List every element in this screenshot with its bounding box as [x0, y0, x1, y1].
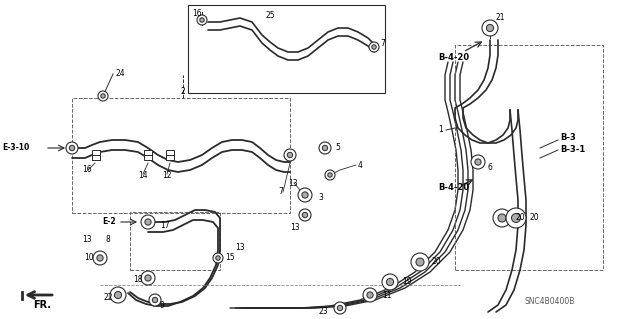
Text: 25: 25 — [265, 11, 275, 20]
Text: 1: 1 — [438, 125, 443, 135]
Text: 16: 16 — [192, 10, 202, 19]
Circle shape — [511, 213, 520, 222]
Text: 13: 13 — [82, 235, 92, 244]
Circle shape — [216, 256, 220, 260]
Circle shape — [287, 152, 292, 158]
Circle shape — [486, 24, 493, 32]
Circle shape — [149, 294, 161, 306]
Circle shape — [97, 255, 103, 261]
Text: 13: 13 — [288, 179, 298, 188]
Circle shape — [363, 288, 377, 302]
Circle shape — [145, 219, 151, 225]
Circle shape — [387, 278, 394, 286]
Circle shape — [498, 214, 506, 222]
Circle shape — [319, 142, 331, 154]
Text: 20: 20 — [432, 257, 442, 266]
Circle shape — [411, 253, 429, 271]
Text: 20: 20 — [530, 213, 540, 222]
Bar — [72, 98, 290, 213]
Text: 9: 9 — [160, 300, 165, 309]
Text: 14: 14 — [138, 170, 148, 180]
Text: E-3-10: E-3-10 — [2, 144, 29, 152]
Text: 20: 20 — [515, 213, 525, 222]
Circle shape — [493, 209, 511, 227]
Circle shape — [93, 251, 107, 265]
Circle shape — [299, 209, 311, 221]
Circle shape — [302, 192, 308, 198]
Circle shape — [302, 212, 308, 218]
Circle shape — [372, 45, 376, 49]
Text: 15: 15 — [225, 254, 235, 263]
Bar — [166, 150, 174, 160]
Text: 12: 12 — [162, 170, 172, 180]
Bar — [188, 5, 385, 93]
Circle shape — [98, 91, 108, 101]
Circle shape — [334, 302, 346, 314]
Text: 2: 2 — [180, 87, 186, 97]
Circle shape — [152, 297, 157, 303]
Text: 5: 5 — [335, 144, 340, 152]
Text: E-2: E-2 — [102, 218, 116, 226]
Text: 18: 18 — [133, 276, 143, 285]
Circle shape — [506, 208, 526, 228]
Text: B-3: B-3 — [560, 133, 576, 143]
Circle shape — [100, 94, 105, 98]
Text: B-4-20: B-4-20 — [438, 183, 469, 192]
Text: 19: 19 — [402, 278, 412, 286]
Circle shape — [145, 275, 151, 281]
Text: 3: 3 — [318, 194, 323, 203]
Bar — [455, 45, 603, 270]
Text: 8: 8 — [106, 235, 111, 244]
Text: 17: 17 — [160, 220, 170, 229]
Bar — [144, 150, 152, 160]
Text: SNC4B0400B: SNC4B0400B — [525, 298, 575, 307]
Circle shape — [471, 155, 485, 169]
Circle shape — [66, 142, 78, 154]
Circle shape — [482, 20, 498, 36]
Text: 24: 24 — [115, 70, 125, 78]
Text: B-3-1: B-3-1 — [560, 145, 585, 154]
Circle shape — [323, 145, 328, 151]
Text: 4: 4 — [358, 160, 363, 169]
Circle shape — [69, 145, 75, 151]
Circle shape — [200, 18, 204, 22]
Circle shape — [213, 253, 223, 263]
Text: 23: 23 — [318, 308, 328, 316]
Text: 13: 13 — [235, 243, 244, 253]
Circle shape — [298, 188, 312, 202]
Text: 22: 22 — [103, 293, 113, 302]
Circle shape — [416, 258, 424, 266]
Circle shape — [284, 149, 296, 161]
Text: 10: 10 — [84, 254, 93, 263]
Bar — [130, 212, 220, 270]
Circle shape — [337, 305, 342, 311]
Circle shape — [328, 173, 332, 177]
Text: 7: 7 — [278, 188, 283, 197]
Circle shape — [367, 292, 373, 298]
Text: 21: 21 — [496, 13, 506, 23]
Text: FR.: FR. — [33, 300, 51, 310]
Text: 16: 16 — [82, 166, 92, 174]
Circle shape — [110, 287, 126, 303]
Text: 7: 7 — [380, 40, 385, 48]
Text: 13: 13 — [290, 224, 300, 233]
Text: 6: 6 — [488, 164, 493, 173]
Circle shape — [475, 159, 481, 165]
Circle shape — [197, 15, 207, 25]
Circle shape — [141, 271, 155, 285]
Bar — [92, 150, 100, 160]
Circle shape — [325, 170, 335, 180]
Circle shape — [382, 274, 398, 290]
Circle shape — [115, 291, 122, 299]
Circle shape — [369, 42, 379, 52]
Circle shape — [141, 215, 155, 229]
Text: B-4-20: B-4-20 — [438, 54, 469, 63]
Text: 11: 11 — [382, 291, 392, 300]
